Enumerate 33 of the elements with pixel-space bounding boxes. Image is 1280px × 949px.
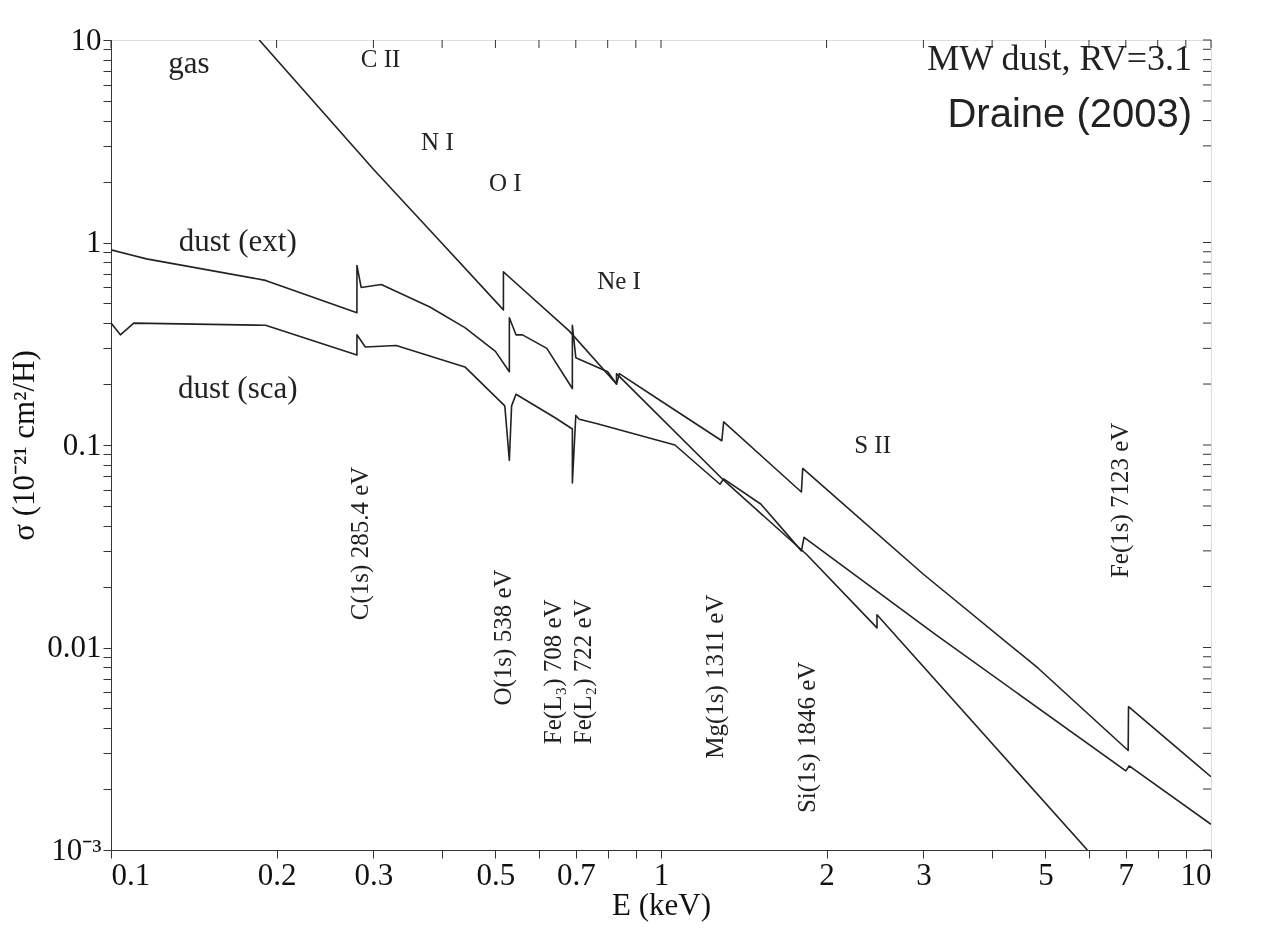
y-tick-label: 1: [86, 224, 102, 259]
x-tick-label: 0.5: [476, 856, 516, 892]
y-tick-label: 0.01: [47, 629, 102, 664]
y-tick-label: 10: [70, 21, 102, 57]
x-tick-label: 0.1: [111, 856, 151, 892]
annotation: Draine (2003): [947, 91, 1193, 136]
x-tick-label: 10: [1180, 856, 1212, 892]
x-tick-label: 5: [1038, 856, 1054, 892]
x-tick-label: 0.2: [257, 856, 297, 892]
x-tick-label: 7: [1118, 856, 1135, 892]
y-tick-label: 0.1: [62, 426, 102, 462]
annotation: O(1s) 538 eV: [489, 569, 518, 706]
annotation: N I: [421, 127, 454, 155]
annotation: C(1s) 285.4 eV: [345, 466, 374, 621]
series-label: dust (sca): [177, 369, 298, 405]
annotation: Fe(L₂) 722 eV: [569, 599, 598, 745]
annotation: C II: [360, 44, 401, 72]
series-label: gas: [168, 44, 210, 80]
y-axis-title: σ (10⁻²¹ cm²/H): [6, 350, 42, 541]
series-label: dust (ext): [178, 222, 297, 258]
annotation: Fe(L₃) 708 eV: [539, 599, 568, 745]
annotation: Ne I: [597, 266, 641, 294]
x-tick-label: 3: [916, 856, 932, 892]
annotation: MW dust, RV=3.1: [927, 37, 1193, 78]
annotation: O I: [488, 169, 522, 196]
y-tick-label: 10⁻³: [51, 831, 102, 867]
x-tick-label: 0.7: [556, 856, 596, 892]
x-tick-label: 2: [819, 856, 835, 892]
annotation: Fe(1s) 7123 eV: [1106, 422, 1135, 579]
annotation: Si(1s) 1846 eV: [792, 661, 821, 814]
annotation: S II: [854, 431, 892, 459]
x-tick-label: 0.3: [354, 856, 394, 892]
annotation: Mg(1s) 1311 eV: [700, 594, 729, 759]
